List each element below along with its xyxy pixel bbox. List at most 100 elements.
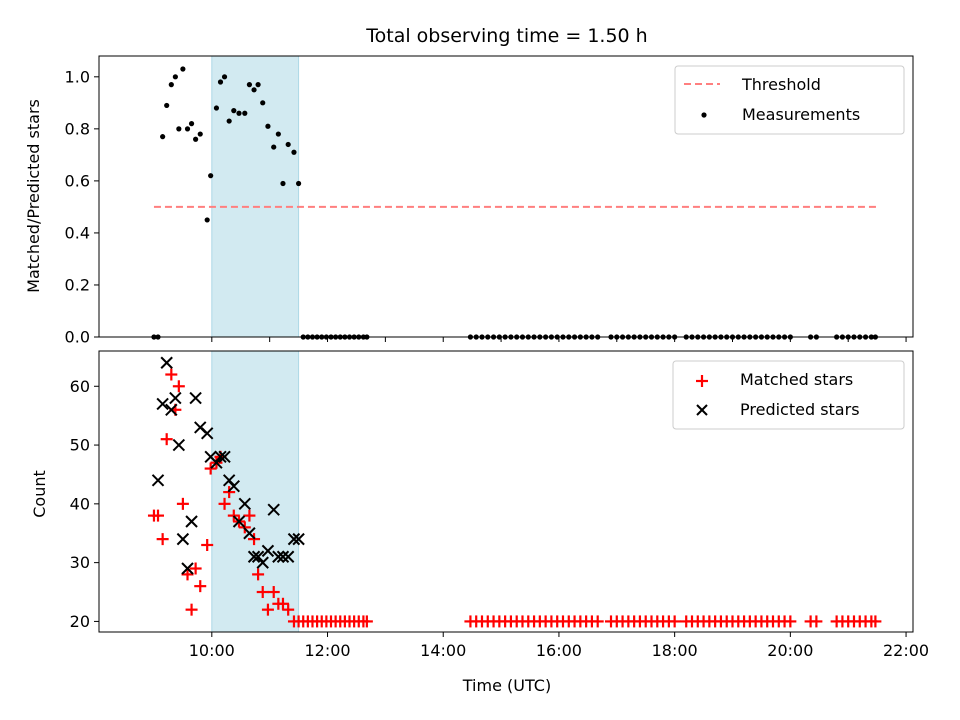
matched-star-point — [591, 615, 604, 628]
ratio-legend-box — [674, 65, 905, 135]
count-legend: Matched stars Predicted stars — [672, 360, 905, 430]
predicted-star-point — [256, 556, 269, 569]
y-tick-label: 0.2 — [65, 275, 90, 294]
measurement-point — [285, 141, 291, 148]
x-tick-label: 22:00 — [883, 641, 929, 660]
predicted-star-point — [292, 532, 305, 546]
measurement-point — [160, 134, 166, 140]
measurement-point — [197, 131, 203, 137]
matched-star-point — [189, 562, 202, 575]
ratio-legend: Threshold Measurements — [674, 65, 905, 135]
matched-star-point — [276, 597, 289, 610]
predicted-star-point — [232, 515, 246, 528]
predicted-star-point — [218, 450, 231, 464]
measurement-point — [180, 66, 186, 72]
matched-star-point — [360, 615, 373, 628]
predicted-star-point — [189, 391, 202, 405]
matched-star-point — [784, 615, 797, 628]
matched-star-point — [267, 586, 280, 599]
x-tick-label: 10:00 — [189, 641, 235, 660]
predicted-star-point — [176, 532, 190, 546]
matched-star-point — [176, 497, 189, 510]
measurement-point — [226, 118, 232, 124]
matched-star-point — [668, 615, 681, 628]
matched-star-point — [282, 603, 295, 616]
measurement-point — [188, 121, 195, 127]
predicted-star-point — [227, 480, 241, 493]
y-tick-label: 40 — [70, 494, 90, 513]
y-tick-label: 0.6 — [65, 171, 90, 190]
measurement-point — [260, 100, 266, 106]
matched-star-point — [252, 568, 265, 581]
measurement-point — [291, 149, 297, 155]
y-tick-label: 0.8 — [65, 119, 90, 138]
predicted-star-point — [160, 356, 173, 369]
measurement-point — [193, 136, 199, 142]
measurement-point — [168, 82, 174, 88]
predicted-star-point — [172, 438, 186, 452]
observing-window-shade — [211, 55, 300, 338]
predicted-star-point — [169, 391, 182, 405]
predicted-star-point — [214, 450, 227, 464]
matched-star-point — [810, 615, 823, 628]
matched-star-point — [156, 533, 169, 546]
measurement-point — [246, 82, 253, 88]
matched-star-point — [172, 380, 185, 393]
predicted-star-point — [200, 427, 214, 440]
matched-star-point — [218, 497, 231, 510]
measurement-point — [213, 105, 220, 111]
measurement-point — [176, 126, 182, 132]
y-tick-label: 1.0 — [65, 67, 90, 86]
y-tick-label: 30 — [70, 553, 90, 572]
measurement-point — [255, 82, 261, 88]
chart-title: Total observing time = 1.50 h — [365, 25, 647, 47]
matched-star-point — [152, 509, 165, 522]
x-tick-label: 12:00 — [304, 641, 350, 660]
x-tick-label: 18:00 — [652, 641, 698, 660]
x-tick-label: 16:00 — [536, 641, 582, 660]
predicted-star-point — [243, 527, 256, 540]
matched-star-point — [869, 615, 882, 628]
matched-star-point — [227, 509, 240, 522]
measurement-point — [236, 110, 242, 116]
matched-legend-label: Matched stars — [740, 370, 853, 389]
measurement-point — [280, 180, 286, 187]
count-panel-frame — [98, 350, 914, 633]
measurement-point — [295, 180, 302, 187]
predicted-star-point — [261, 544, 275, 558]
predicted-star-point — [181, 562, 194, 575]
measurement-point — [231, 108, 237, 114]
y-tick-label: 0.0 — [65, 328, 90, 347]
matched-star-point — [181, 568, 194, 581]
matched-star-point — [201, 538, 214, 551]
y-tick-label: 20 — [70, 612, 90, 631]
matched-star-point — [165, 368, 178, 381]
measurements-legend-marker — [701, 112, 707, 118]
measurement-point — [265, 123, 271, 129]
matched-star-point — [256, 586, 269, 599]
measurement-point — [164, 102, 170, 109]
x-tick-label: 14:00 — [420, 641, 466, 660]
measurement-point — [242, 110, 248, 116]
measurement-point — [204, 217, 210, 223]
ratio-y-axis-label: Matched/Predicted stars — [24, 99, 43, 293]
predicted-star-point — [156, 397, 169, 411]
y-tick-label: 60 — [70, 377, 90, 396]
ratio-panel: 0.0 0.2 0.4 0.6 0.8 1.0 Matched/Predicted sta… — [24, 55, 914, 347]
count-y-axis-label: Count — [30, 470, 49, 518]
predicted-star-point — [247, 550, 261, 563]
measurement-point — [208, 173, 214, 179]
measurement-point — [271, 144, 277, 150]
predicted-legend-label: Predicted stars — [740, 400, 860, 419]
predicted-star-point — [185, 515, 198, 528]
predicted-star-point — [267, 503, 280, 516]
count-panel: 20 30 40 50 60 10:00 12:00 14:00 16:00 18:00 20:0… — [30, 350, 929, 695]
measurement-point — [217, 79, 224, 85]
predicted-legend-marker — [696, 404, 708, 416]
measurements-legend-label: Measurements — [742, 105, 860, 124]
count-legend-box — [672, 360, 905, 430]
measurement-point — [251, 87, 257, 93]
predicted-star-point — [210, 456, 223, 469]
matched-star-point — [243, 509, 256, 522]
